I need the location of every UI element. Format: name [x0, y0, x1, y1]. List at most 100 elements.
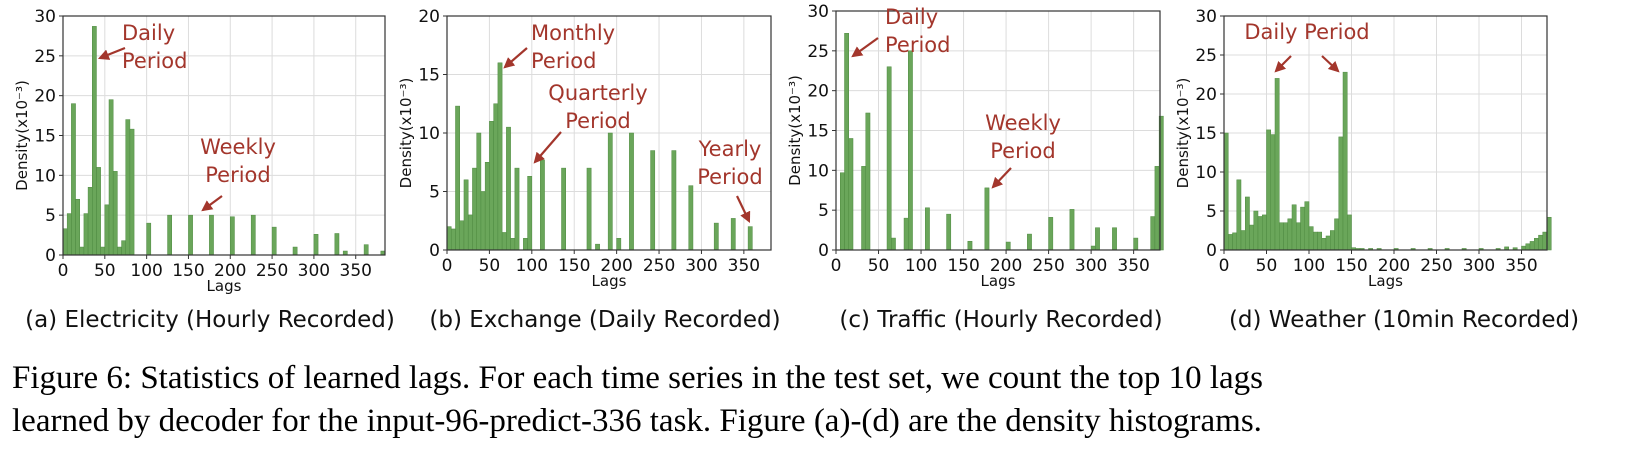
subcaption-c: (c) Traffic (Hourly Recorded) — [839, 307, 1163, 333]
x-tick-label: 300 — [685, 256, 717, 276]
histogram-bar — [1253, 210, 1259, 251]
x-tick-label: 150 — [172, 261, 204, 281]
histogram-bar — [167, 214, 172, 256]
histogram-bar — [1158, 115, 1164, 251]
histogram-bar — [209, 214, 214, 256]
histogram-bar — [100, 246, 106, 256]
y-axis-label: Density(x10⁻³) — [397, 78, 415, 189]
x-tick-label: 50 — [479, 256, 501, 276]
x-tick-label: 100 — [516, 256, 548, 276]
figure-caption-line-2: learned by decoder for the input-96-pred… — [12, 403, 1262, 439]
annotation-text: Weekly — [200, 135, 276, 159]
x-tick-label: 250 — [256, 261, 288, 281]
histogram-bar — [489, 121, 494, 251]
chart-panel-a: 0 50 100 150 200 250 300 350 0 5 10 15 20 25 30 Lags Den… — [0, 0, 400, 340]
y-tick-label: 5 — [1206, 202, 1217, 222]
x-tick-label: 0 — [442, 256, 453, 276]
histogram-bar — [480, 191, 486, 251]
histogram-bar — [903, 217, 909, 251]
annotation-text: Period — [205, 163, 270, 187]
histogram-bar — [501, 232, 507, 251]
x-axis-label: Lags — [1368, 272, 1403, 290]
histogram-bar — [1287, 218, 1293, 251]
y-tick-label: 5 — [429, 183, 440, 203]
annotation-arrow — [736, 195, 751, 223]
histogram-bar — [112, 171, 118, 256]
histogram-bar — [595, 243, 600, 251]
annotation-text: Period — [990, 139, 1055, 163]
y-tick-label: 15 — [34, 127, 56, 147]
histogram-bar — [1291, 204, 1297, 251]
histogram-bar — [925, 207, 930, 251]
y-axis-label: Density(x10⁻³) — [1174, 78, 1192, 189]
histogram-bar — [1005, 241, 1011, 251]
y-tick-label: 15 — [1195, 124, 1217, 144]
histogram-bar — [747, 226, 753, 251]
histogram-bar — [1542, 231, 1548, 251]
y-tick-label: 15 — [418, 66, 440, 86]
x-tick-label: 100 — [130, 261, 162, 281]
histogram-bar — [1069, 209, 1075, 251]
x-axis-label: Lags — [592, 272, 627, 290]
histogram-bar — [510, 238, 516, 251]
histogram-bar — [1334, 218, 1339, 251]
histogram-bar — [334, 233, 340, 256]
histogram-bar — [484, 162, 490, 251]
histogram-bar — [946, 213, 952, 251]
histogram-bar — [1525, 243, 1531, 251]
y-axis-label: Density(x10⁻³) — [786, 75, 804, 186]
histogram-bar — [514, 167, 520, 251]
y-tick-label: 5 — [45, 206, 56, 226]
histogram-bar — [1133, 237, 1139, 251]
x-tick-label: 300 — [298, 261, 330, 281]
x-tick-label: 150 — [558, 256, 590, 276]
chart-panel-b: 0 50 100 150 200 250 300 350 0 5 10 15 20 Lags Density… — [395, 0, 795, 340]
histogram-bar — [886, 66, 892, 251]
histogram-bar — [984, 187, 990, 251]
y-tick-label: 10 — [807, 161, 829, 181]
annotation-arrow — [533, 131, 562, 164]
subcaption-a: (a) Electricity (Hourly Recorded) — [25, 307, 395, 333]
histogram-bar — [861, 166, 867, 251]
histogram-bar — [865, 112, 871, 251]
histogram-bar — [650, 150, 656, 251]
histogram-bar — [446, 226, 452, 251]
histogram-bar — [66, 213, 72, 256]
histogram-bar — [129, 128, 135, 256]
histogram-bar — [472, 167, 477, 251]
histogram-bar — [671, 150, 677, 251]
histogram-bar — [271, 226, 277, 256]
histogram-bar — [104, 204, 110, 256]
histogram-bar — [523, 238, 528, 251]
histogram-bar — [1313, 231, 1318, 251]
y-tick-label: 0 — [45, 246, 56, 266]
histogram-bar — [1228, 234, 1233, 251]
x-axis-label: Lags — [981, 272, 1016, 290]
histogram-bar — [230, 216, 235, 256]
histogram-bar — [1347, 214, 1352, 251]
x-tick-label: 350 — [340, 261, 372, 281]
histogram-bar — [83, 213, 89, 256]
histogram-bar — [1279, 222, 1284, 251]
y-tick-label: 25 — [1195, 46, 1217, 66]
y-tick-label: 30 — [34, 7, 56, 27]
annotation-arrow — [97, 46, 126, 60]
histogram-bar — [527, 176, 533, 251]
x-tick-label: 50 — [94, 261, 116, 281]
histogram-bar — [561, 167, 566, 251]
chart-d-svg: 0 50 100 150 200 250 300 350 0 5 10 15 20 25 30 Lags Den… — [1174, 7, 1552, 290]
histogram-bar — [121, 240, 126, 256]
histogram-bar — [92, 26, 97, 256]
histogram-bar — [146, 222, 152, 256]
figure-caption-line-1: Figure 6: Statistics of learned lags. Fo… — [12, 360, 1263, 396]
histogram-bar — [497, 62, 503, 251]
annotation-text: Quarterly — [548, 81, 647, 105]
histogram-bar — [87, 187, 93, 256]
histogram-bar — [1304, 201, 1310, 251]
y-tick-label: 25 — [34, 47, 56, 67]
x-tick-label: 300 — [1075, 256, 1107, 276]
histogram-bar — [79, 246, 85, 256]
y-axis-label: Density(x10⁻³) — [13, 80, 31, 191]
chart-a-svg: 0 50 100 150 200 250 300 350 0 5 10 15 20 25 30 Lags Den… — [13, 7, 386, 295]
histogram-bar — [1257, 216, 1263, 251]
